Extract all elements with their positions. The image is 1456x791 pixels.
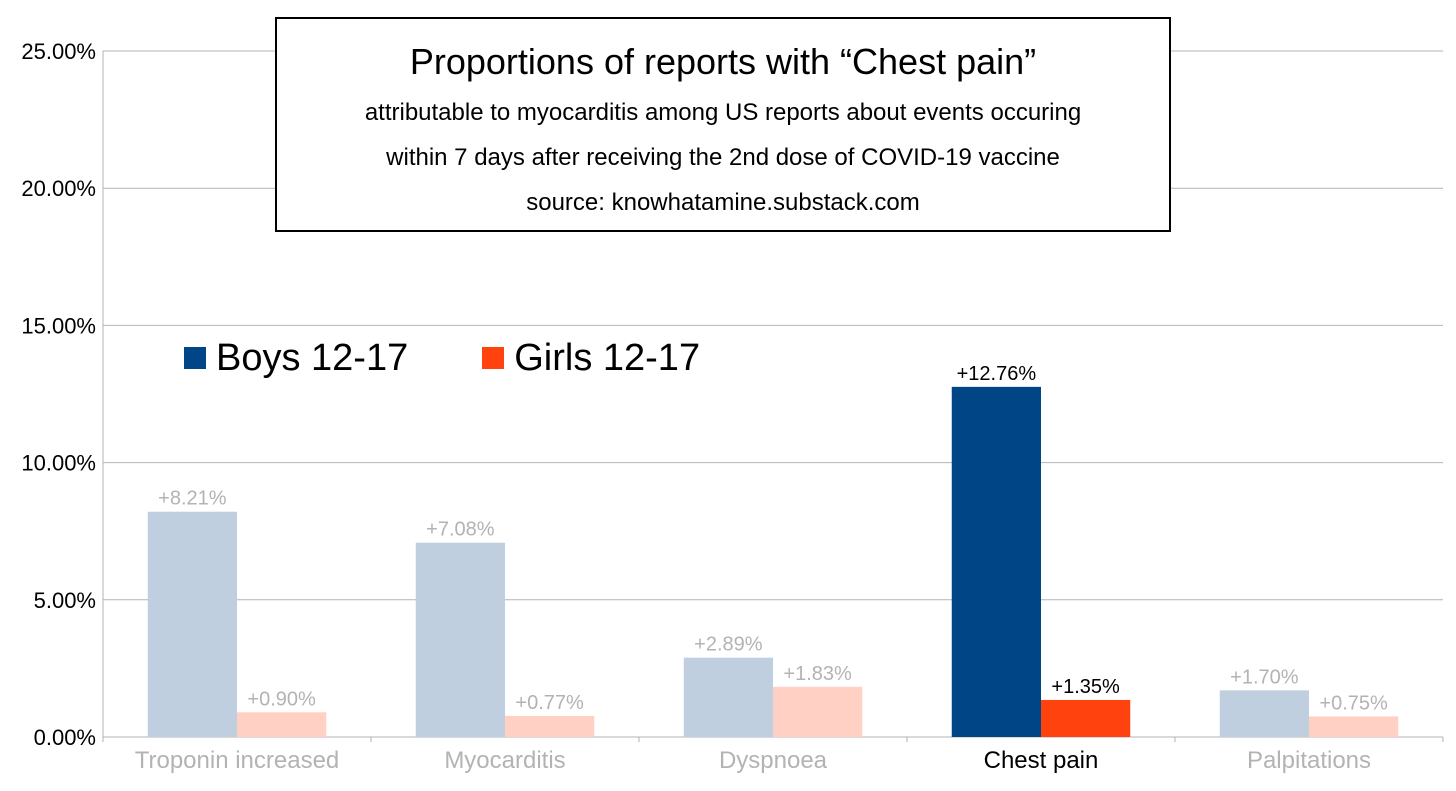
bar-girls — [505, 715, 595, 737]
bar-girls — [237, 712, 327, 737]
data-label: +0.75% — [1319, 692, 1388, 714]
data-label: +0.90% — [247, 688, 316, 710]
x-tick-label: Dyspnoea — [719, 747, 828, 774]
legend-label-boys: Boys 12-17 — [216, 336, 409, 379]
data-label: +7.08% — [426, 519, 495, 541]
bar-boys — [147, 511, 237, 737]
data-label: +2.89% — [694, 634, 763, 656]
legend-label-girls: Girls 12-17 — [514, 336, 701, 379]
y-tick-label: 10.00% — [21, 451, 96, 476]
chart-subtitle-line-1: attributable to myocarditis among US rep… — [364, 99, 1082, 126]
x-tick-label: Chest pain — [984, 747, 1099, 774]
chart-subtitle-line-2: within 7 days after receiving the 2nd do… — [386, 144, 1060, 171]
chart-title-box: Proportions of reports with “Chest pain”… — [275, 17, 1171, 232]
x-tick-label: Myocarditis — [444, 747, 565, 774]
legend-swatch-girls — [482, 347, 505, 369]
data-label: +1.83% — [783, 663, 852, 685]
y-tick-label: 5.00% — [34, 588, 96, 613]
x-tick-label: Palpitations — [1247, 747, 1371, 774]
data-label: +0.77% — [515, 692, 584, 714]
bar-girls — [1309, 716, 1399, 737]
legend-item-girls: Girls 12-17 — [482, 337, 700, 380]
legend-item-boys: Boys 12-17 — [184, 337, 408, 380]
y-tick-label: 20.00% — [21, 176, 96, 201]
y-tick-label: 0.00% — [34, 725, 96, 750]
data-label: +1.35% — [1051, 676, 1120, 698]
bar-boys — [415, 542, 505, 737]
chart-title: Proportions of reports with “Chest pain” — [409, 41, 1037, 82]
bar-boys — [951, 386, 1041, 737]
bar-girls — [773, 686, 863, 737]
y-tick-label: 15.00% — [21, 313, 96, 338]
bar-boys — [1219, 690, 1309, 737]
legend-swatch-boys — [184, 347, 206, 369]
y-tick-label: 25.00% — [21, 39, 96, 64]
chart-source-line: source: knowhatamine.substack.com — [526, 189, 920, 216]
data-label: +8.21% — [158, 488, 227, 510]
bar-girls — [1041, 699, 1131, 737]
data-label: +12.76% — [957, 363, 1037, 385]
chart-legend: Boys 12-17 Girls 12-17 — [184, 333, 774, 383]
x-tick-label: Troponin increased — [135, 747, 340, 774]
bar-boys — [683, 657, 773, 737]
data-label: +1.70% — [1230, 666, 1299, 688]
